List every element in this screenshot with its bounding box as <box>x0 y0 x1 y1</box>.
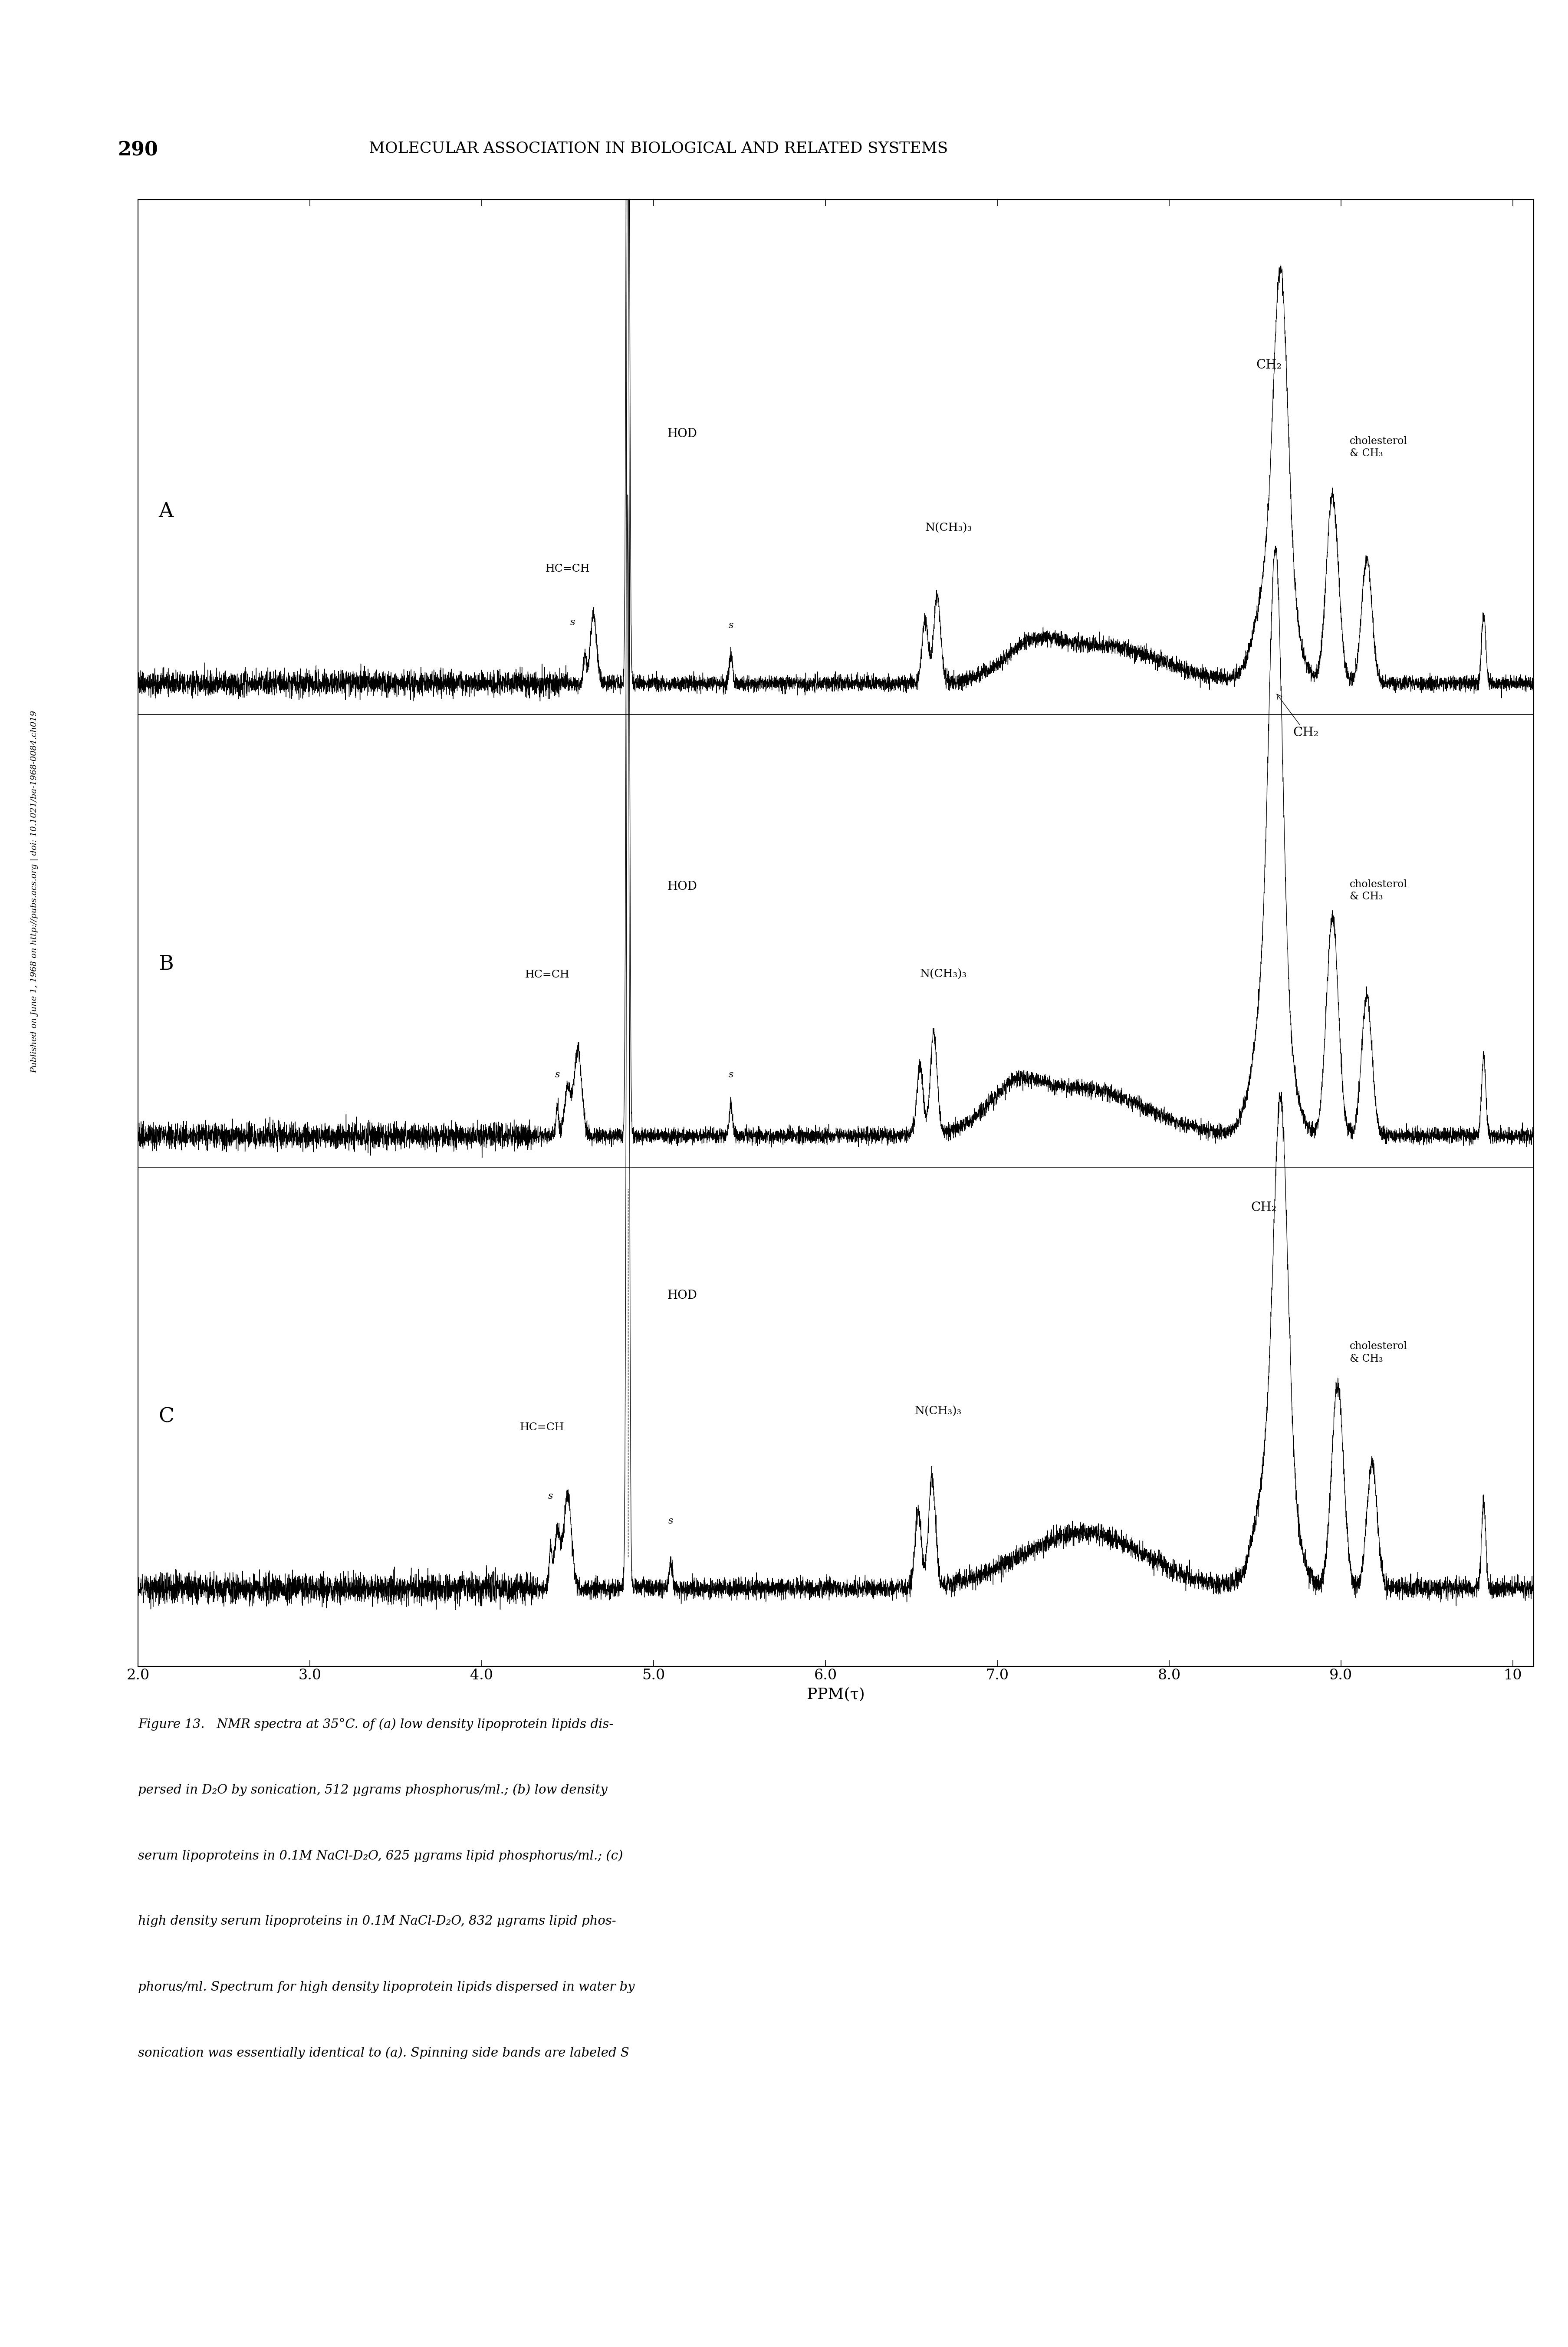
Text: phorus/ml. Spectrum for high density lipoprotein lipids dispersed in water by: phorus/ml. Spectrum for high density lip… <box>138 1981 635 1993</box>
Text: persed in D₂O by sonication, 512 μgrams phosphorus/ml.; (b) low density: persed in D₂O by sonication, 512 μgrams … <box>138 1784 607 1795</box>
Text: A: A <box>158 502 174 521</box>
Text: N(CH₃)₃: N(CH₃)₃ <box>920 969 967 979</box>
Text: sonication was essentially identical to (a). Spinning side bands are labeled S: sonication was essentially identical to … <box>138 2047 629 2058</box>
Text: HC=CH: HC=CH <box>546 563 590 575</box>
Text: Published on June 1, 1968 on http://pubs.acs.org | doi: 10.1021/ba-1968-0084.ch0: Published on June 1, 1968 on http://pubs… <box>30 711 39 1073</box>
Text: CH₂: CH₂ <box>1251 1202 1276 1213</box>
Text: s: s <box>547 1490 554 1502</box>
Text: CH₂: CH₂ <box>1256 359 1281 371</box>
Text: C: C <box>158 1406 174 1427</box>
Text: cholesterol
& CH₃: cholesterol & CH₃ <box>1350 880 1406 901</box>
Text: HOD: HOD <box>668 427 698 439</box>
Text: 290: 290 <box>118 141 158 160</box>
Text: high density serum lipoproteins in 0.1M NaCl-D₂O, 832 μgrams lipid phos-: high density serum lipoproteins in 0.1M … <box>138 1915 616 1927</box>
Text: s: s <box>571 617 575 627</box>
Text: s: s <box>555 1070 560 1080</box>
X-axis label: PPM(τ): PPM(τ) <box>806 1687 866 1702</box>
Text: N(CH₃)₃: N(CH₃)₃ <box>914 1406 961 1418</box>
Text: N(CH₃)₃: N(CH₃)₃ <box>925 523 972 533</box>
Text: s: s <box>729 620 734 631</box>
Text: cholesterol
& CH₃: cholesterol & CH₃ <box>1350 1342 1406 1364</box>
Text: s: s <box>668 1516 673 1526</box>
Text: HC=CH: HC=CH <box>519 1422 564 1432</box>
Text: Figure 13.   NMR spectra at 35°C. of (a) low density lipoprotein lipids dis-: Figure 13. NMR spectra at 35°C. of (a) l… <box>138 1718 613 1730</box>
Text: serum lipoproteins in 0.1M NaCl-D₂O, 625 μgrams lipid phosphorus/ml.; (c): serum lipoproteins in 0.1M NaCl-D₂O, 625… <box>138 1849 622 1861</box>
Text: B: B <box>158 955 174 974</box>
Text: s: s <box>729 1070 734 1080</box>
Text: cholesterol
& CH₃: cholesterol & CH₃ <box>1350 437 1406 458</box>
Text: HOD: HOD <box>668 1289 698 1300</box>
Text: HC=CH: HC=CH <box>525 969 569 979</box>
Text: CH₂: CH₂ <box>1276 695 1319 739</box>
Text: HOD: HOD <box>668 880 698 892</box>
Text: MOLECULAR ASSOCIATION IN BIOLOGICAL AND RELATED SYSTEMS: MOLECULAR ASSOCIATION IN BIOLOGICAL AND … <box>368 141 949 155</box>
